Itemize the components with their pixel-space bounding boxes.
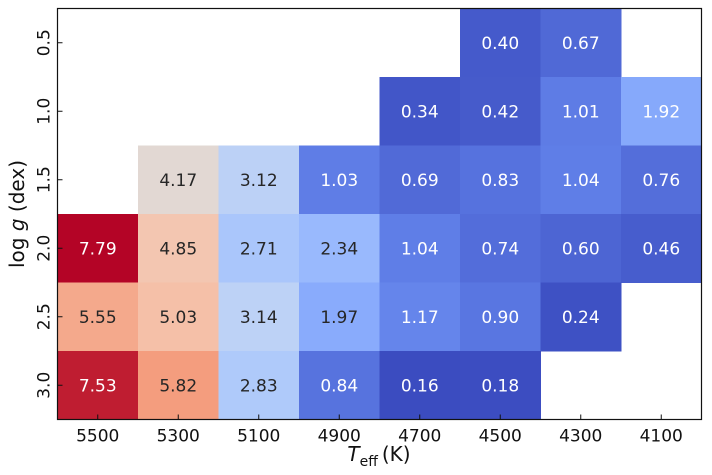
heatmap-cell [460, 351, 541, 420]
cell-value-label: 1.04 [401, 239, 439, 259]
heatmap-cell [299, 282, 380, 352]
cell-value-label: 1.97 [320, 308, 358, 328]
heatmap-cell [460, 8, 541, 78]
heatmap-cell [379, 77, 461, 146]
heatmap-cell [299, 214, 380, 283]
cell-value-label: 0.76 [642, 171, 680, 191]
y-tick-label: 2.5 [35, 303, 55, 330]
cell-value-label: 0.74 [481, 239, 519, 259]
cell-value-label: 5.82 [159, 376, 197, 396]
x-tick-label: 5500 [76, 427, 119, 447]
cell-value-label: 5.55 [79, 308, 117, 328]
x-ticks: 5500 5300 5100 4900 4700 4500 4300 4100 [76, 414, 683, 447]
x-tick-label: 4900 [318, 427, 361, 447]
heatmap-cell [460, 282, 541, 352]
heatmap-cell [621, 214, 702, 283]
cell-value-label: 0.84 [320, 376, 358, 396]
heatmap-cell [540, 145, 622, 215]
x-tick-label: 4500 [479, 427, 522, 447]
heatmap-cell [218, 351, 300, 420]
x-tick-label: 5100 [237, 427, 280, 447]
heatmap-cell [138, 145, 219, 215]
cell-value-label: 3.12 [240, 171, 278, 191]
cell-value-label: 7.53 [79, 376, 117, 396]
cell-value-label: 0.16 [401, 376, 439, 396]
cell-value-label: 0.24 [562, 308, 600, 328]
cell-value-label: 0.60 [562, 239, 600, 259]
heatmap-cell [218, 214, 300, 283]
y-ticks: 0.5 1.0 1.5 2.0 2.5 3.0 [35, 29, 63, 399]
cell-value-label: 1.01 [562, 102, 600, 122]
cell-value-label: 0.46 [642, 239, 680, 259]
heatmap-cell [379, 351, 461, 420]
heatmap-cell [57, 282, 139, 352]
heatmap-cell [540, 8, 622, 78]
cell-value-label: 1.17 [401, 308, 439, 328]
cell-value-label: 5.03 [159, 308, 197, 328]
x-axis-label: Teff (K) [347, 442, 410, 470]
cell-value-label: 1.04 [562, 171, 600, 191]
heatmap-cell [379, 214, 461, 283]
cell-value-label: 1.92 [642, 102, 680, 122]
cell-value-label: 0.83 [481, 171, 519, 191]
heatmap-cell [299, 145, 380, 215]
heatmap-cell [57, 351, 139, 420]
heatmap-cell [540, 282, 622, 352]
heatmap-cell [621, 145, 702, 215]
y-tick-label: 0.5 [35, 29, 55, 56]
heatmap-cell [138, 214, 219, 283]
heatmap-cell [379, 145, 461, 215]
cell-value-label: 7.79 [79, 239, 117, 259]
cell-value-label: 0.40 [481, 34, 519, 54]
heatmap-cell [57, 214, 139, 283]
heatmap-cell [540, 77, 622, 146]
cell-value-label: 2.83 [240, 376, 278, 396]
x-tick-label: 4700 [398, 427, 441, 447]
heatmap-cell [218, 145, 300, 215]
y-axis-label: log g (dex) [5, 160, 29, 268]
cell-value-label: 0.69 [401, 171, 439, 191]
y-tick-label: 3.0 [35, 372, 55, 399]
y-tick-label: 2.0 [35, 235, 55, 262]
heatmap-cell [460, 77, 541, 146]
cell-value-label: 4.17 [159, 171, 197, 191]
cell-value-label: 2.71 [240, 239, 278, 259]
cell-value-label: 0.67 [562, 34, 600, 54]
x-tick-label: 4300 [559, 427, 602, 447]
heatmap-cell [299, 351, 380, 420]
cell-value-label: 0.90 [481, 308, 519, 328]
cell-value-label: 0.34 [401, 102, 439, 122]
heatmap-cells: 0.40 0.67 0.34 0.42 1.01 1.92 4.17 3.12 1.03 0.69… [57, 8, 702, 420]
heatmap-cell [460, 214, 541, 283]
heatmap-cell [218, 282, 300, 352]
y-tick-label: 1.5 [35, 166, 55, 193]
heatmap-cell [621, 77, 702, 146]
cell-value-label: 0.42 [481, 102, 519, 122]
x-tick-label: 4100 [640, 427, 683, 447]
heatmap-cell [138, 282, 219, 352]
plot-frame [56, 7, 703, 421]
cell-value-label: 0.18 [481, 376, 519, 396]
cell-value-label: 4.85 [159, 239, 197, 259]
heatmap-cell [379, 282, 461, 352]
heatmap-cell [460, 145, 541, 215]
y-tick-label: 1.0 [35, 98, 55, 125]
cell-value-label: 2.34 [320, 239, 358, 259]
cell-value-label: 1.03 [320, 171, 358, 191]
heatmap-cell [540, 214, 622, 283]
x-tick-label: 5300 [157, 427, 200, 447]
heatmap-cell [138, 351, 219, 420]
cell-value-label: 3.14 [240, 308, 278, 328]
